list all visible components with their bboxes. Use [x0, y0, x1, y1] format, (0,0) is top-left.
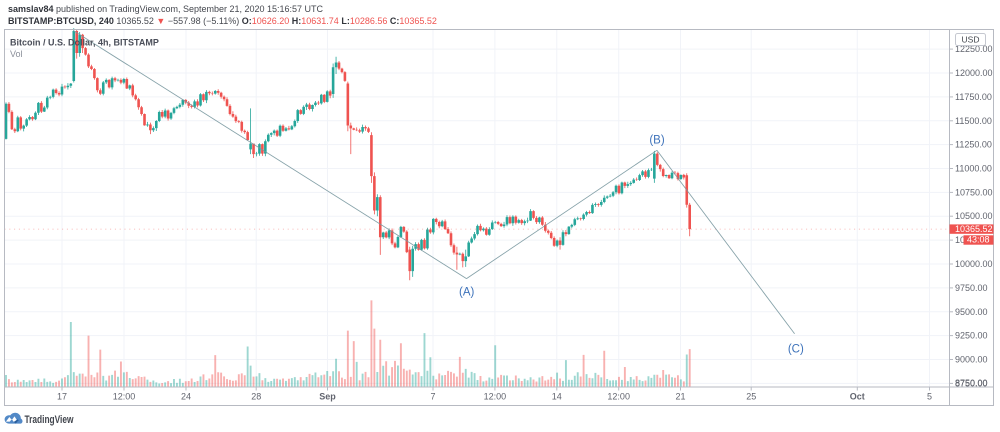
svg-text:(C): (C) — [788, 344, 804, 356]
svg-text:Sep: Sep — [319, 392, 336, 402]
svg-text:12000.00: 12000.00 — [955, 68, 993, 78]
svg-text:14: 14 — [552, 392, 562, 402]
svg-text:9250.00: 9250.00 — [955, 331, 988, 341]
svg-text:8750.00: 8750.00 — [955, 378, 988, 388]
svg-text:USD: USD — [962, 35, 980, 45]
svg-text:12:00: 12:00 — [607, 392, 630, 402]
svg-text:9500.00: 9500.00 — [955, 307, 988, 317]
svg-text:Vol: Vol — [10, 49, 23, 59]
svg-text:24: 24 — [181, 392, 191, 402]
svg-text:Bitcoin / U.S. Dollar, 4h, BIT: Bitcoin / U.S. Dollar, 4h, BITSTAMP — [10, 38, 159, 48]
svg-text:10500.00: 10500.00 — [955, 211, 993, 221]
svg-text:28: 28 — [251, 392, 261, 402]
svg-text:10000.00: 10000.00 — [955, 259, 993, 269]
svg-text:7: 7 — [430, 392, 435, 402]
svg-text:43:08: 43:08 — [967, 235, 990, 245]
svg-text:12250.00: 12250.00 — [955, 44, 993, 54]
svg-text:9000.00: 9000.00 — [955, 355, 988, 365]
svg-text:5: 5 — [927, 392, 932, 402]
svg-text:21: 21 — [675, 392, 685, 402]
svg-text:10365.52: 10365.52 — [955, 224, 993, 234]
svg-text:11000.00: 11000.00 — [955, 164, 992, 174]
svg-text:(B): (B) — [649, 135, 665, 147]
svg-text:11250.00: 11250.00 — [955, 140, 992, 150]
svg-text:12:00: 12:00 — [484, 392, 507, 402]
svg-text:9750.00: 9750.00 — [955, 283, 988, 293]
svg-text:(A): (A) — [459, 287, 475, 299]
svg-text:11500.00: 11500.00 — [955, 116, 992, 126]
svg-text:10750.00: 10750.00 — [955, 187, 993, 197]
svg-text:25: 25 — [746, 392, 756, 402]
svg-text:11750.00: 11750.00 — [955, 92, 992, 102]
svg-text:TradingView: TradingView — [25, 414, 74, 426]
svg-text:Oct: Oct — [850, 392, 865, 402]
svg-text:12:00: 12:00 — [113, 392, 136, 402]
svg-text:8750.00: 8750.00 — [955, 378, 988, 388]
svg-text:17: 17 — [57, 392, 67, 402]
